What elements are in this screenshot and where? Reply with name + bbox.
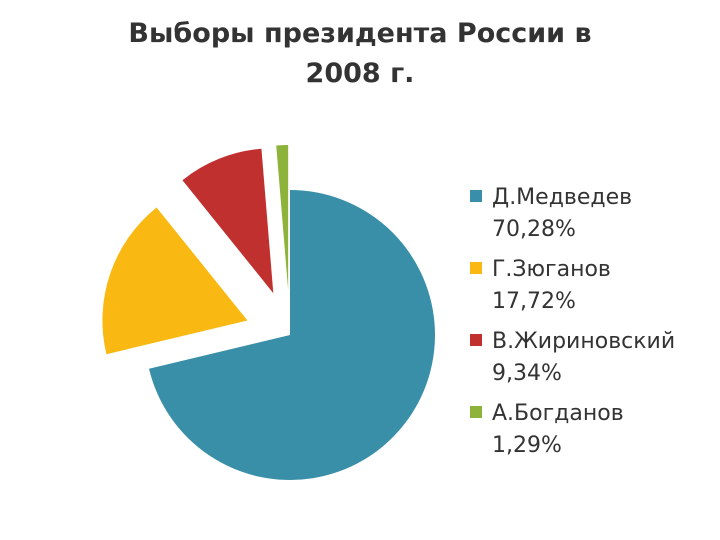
- legend-swatch: [470, 262, 482, 274]
- legend-swatch: [470, 334, 482, 346]
- legend-name: В.Жириновский: [492, 329, 675, 354]
- legend-name: Д.Медведев: [492, 185, 632, 210]
- legend-label: А.Богданов 1,29%: [492, 401, 624, 458]
- pie-slice: [276, 145, 289, 291]
- legend-swatch: [470, 190, 482, 202]
- legend-value: 70,28%: [492, 217, 576, 242]
- legend-name: А.Богданов: [492, 401, 624, 426]
- legend-name: Г.Зюганов: [492, 257, 611, 282]
- pie-slice: [102, 207, 248, 355]
- legend-value: 9,34%: [492, 361, 562, 386]
- legend-swatch: [470, 406, 482, 418]
- legend-label: Г.Зюганов 17,72%: [492, 257, 611, 314]
- pie-slice: [148, 190, 435, 480]
- legend-value: 1,29%: [492, 433, 562, 458]
- legend-value: 17,72%: [492, 289, 576, 314]
- legend-label: В.Жириновский 9,34%: [492, 329, 675, 386]
- legend-label: Д.Медведев 70,28%: [492, 185, 632, 242]
- pie-slice: [182, 148, 274, 294]
- chart-title: Выборы президента России в 2008 г.: [128, 18, 592, 89]
